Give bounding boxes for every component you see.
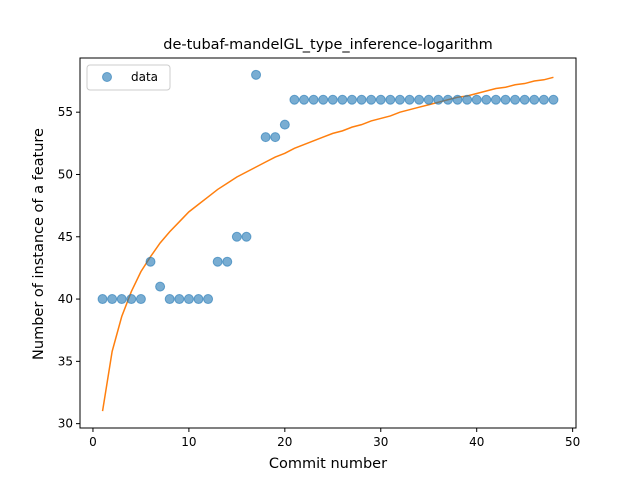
data-point bbox=[279, 119, 290, 130]
data-point bbox=[385, 94, 396, 105]
data-point bbox=[116, 294, 127, 305]
data-point bbox=[164, 294, 175, 305]
data-point bbox=[260, 132, 271, 143]
data-point bbox=[471, 94, 482, 105]
data-point bbox=[462, 94, 473, 105]
data-point bbox=[433, 94, 444, 105]
data-point bbox=[423, 94, 434, 105]
data-point bbox=[548, 94, 559, 105]
y-tick-label: 30 bbox=[58, 417, 73, 431]
data-point bbox=[145, 256, 156, 267]
data-point bbox=[442, 94, 453, 105]
y-axis-label: Number of instance of a feature bbox=[31, 128, 47, 360]
y-tick-label: 55 bbox=[58, 105, 73, 119]
data-point bbox=[174, 294, 185, 305]
y-tick-label: 35 bbox=[58, 354, 73, 368]
plot-area bbox=[79, 57, 577, 429]
data-point bbox=[500, 94, 511, 105]
x-tick-label: 30 bbox=[373, 435, 388, 449]
data-point bbox=[107, 294, 118, 305]
x-tick-label: 0 bbox=[89, 435, 97, 449]
data-point bbox=[97, 294, 108, 305]
data-point bbox=[394, 94, 405, 105]
y-tick-label: 50 bbox=[58, 167, 73, 181]
data-point bbox=[356, 94, 367, 105]
legend-entry-data: data bbox=[131, 70, 158, 84]
legend-marker bbox=[102, 72, 112, 82]
data-point bbox=[318, 94, 329, 105]
data-point bbox=[241, 231, 252, 242]
x-tick-label: 50 bbox=[565, 435, 580, 449]
x-tick-label: 40 bbox=[469, 435, 484, 449]
data-point bbox=[203, 294, 214, 305]
data-point bbox=[337, 94, 348, 105]
data-point bbox=[510, 94, 521, 105]
legend-box bbox=[86, 64, 171, 91]
data-point bbox=[183, 294, 194, 305]
data-point bbox=[346, 94, 357, 105]
y-axis-ticks: 30 35 40 45 50 55 bbox=[58, 105, 80, 431]
data-point bbox=[538, 94, 549, 105]
data-point bbox=[212, 256, 223, 267]
x-tick-label: 20 bbox=[277, 435, 292, 449]
x-axis-label: Commit number bbox=[269, 456, 387, 472]
data-point bbox=[481, 94, 492, 105]
data-point bbox=[490, 94, 501, 105]
data-point bbox=[270, 132, 281, 143]
data-point bbox=[327, 94, 338, 105]
data-point bbox=[251, 69, 262, 80]
data-point bbox=[308, 94, 319, 105]
x-tick-label: 10 bbox=[181, 435, 196, 449]
x-axis-ticks: 0 10 20 30 40 50 bbox=[89, 428, 580, 449]
data-point bbox=[519, 94, 530, 105]
data-point bbox=[289, 94, 300, 105]
fit-line bbox=[101, 76, 554, 412]
data-point bbox=[452, 94, 463, 105]
legend: data bbox=[86, 64, 171, 91]
data-point bbox=[155, 281, 166, 292]
data-point bbox=[193, 294, 204, 305]
data-point bbox=[126, 294, 137, 305]
data-point bbox=[366, 94, 377, 105]
chart-title: de-tubaf-mandelGL_type_inference-logarit… bbox=[163, 37, 493, 53]
y-tick-label: 40 bbox=[58, 292, 73, 306]
data-point bbox=[529, 94, 540, 105]
data-point bbox=[375, 94, 386, 105]
data-point bbox=[135, 294, 146, 305]
data-point bbox=[404, 94, 415, 105]
data-point bbox=[222, 256, 233, 267]
data-point bbox=[414, 94, 425, 105]
y-tick-label: 45 bbox=[58, 230, 73, 244]
data-point bbox=[299, 94, 310, 105]
data-point bbox=[231, 231, 242, 242]
axes-frame bbox=[79, 57, 577, 429]
